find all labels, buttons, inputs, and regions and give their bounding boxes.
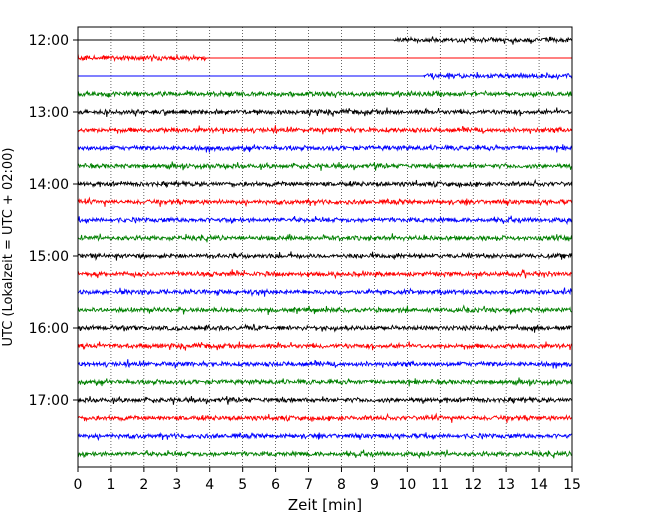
trace-1730 <box>77 431 573 442</box>
trace-signal <box>77 144 573 153</box>
trace-signal <box>77 196 573 208</box>
y-tick-label: 15:00 <box>29 249 69 265</box>
trace-signal <box>77 359 572 369</box>
x-tick-label: 8 <box>337 477 346 493</box>
trace-signal <box>77 377 573 387</box>
trace-1530 <box>77 287 573 298</box>
trace-signal <box>77 304 572 316</box>
x-tick-label: 7 <box>304 477 313 493</box>
trace-1400 <box>77 178 573 189</box>
trace-signal <box>77 89 573 98</box>
x-axis-label: Zeit [min] <box>288 496 362 514</box>
trace-1245 <box>77 89 573 98</box>
trace-signal <box>77 215 573 226</box>
y-axis: 12:00 13:00 14:00 15:00 16:00 17:00 <box>29 33 78 409</box>
plot-frame <box>77 26 573 468</box>
trace-1600 <box>77 323 573 333</box>
trace-1745 <box>77 449 573 460</box>
x-tick-label: 10 <box>398 477 416 493</box>
trace-1715 <box>77 412 573 423</box>
trace-1215 <box>77 53 572 63</box>
trace-signal <box>77 233 573 243</box>
trace-layer <box>77 35 573 460</box>
trace-1615 <box>77 341 573 351</box>
x-tick-label: 3 <box>172 477 181 493</box>
trace-signal <box>77 125 573 135</box>
trace-1630 <box>77 359 572 369</box>
y-tick-label: 17:00 <box>29 393 69 409</box>
y-tick-label: 14:00 <box>29 177 69 193</box>
x-tick-label: 5 <box>238 477 247 493</box>
x-tick-label: 9 <box>370 477 379 493</box>
trace-signal <box>77 323 573 333</box>
trace-1345 <box>77 161 573 171</box>
trace-signal <box>77 395 572 405</box>
trace-1415 <box>77 196 573 208</box>
y-axis-label: UTC (Lokalzeit = UTC + 02:00) <box>1 148 16 347</box>
y-tick-label: 13:00 <box>29 105 69 121</box>
trace-signal <box>423 71 572 81</box>
x-tick-label: 12 <box>464 477 482 493</box>
y-tick-label: 12:00 <box>29 33 69 49</box>
x-tick-label: 14 <box>530 477 548 493</box>
x-tick-label: 13 <box>497 477 515 493</box>
trace-signal <box>77 107 572 118</box>
trace-signal <box>77 412 573 423</box>
grid-layer <box>110 27 540 467</box>
trace-signal <box>77 287 573 298</box>
trace-1430 <box>77 215 573 226</box>
trace-1500 <box>77 251 573 261</box>
x-axis: 0 1 2 3 4 5 6 7 8 9 10 11 12 13 14 15 <box>74 467 581 493</box>
trace-signal <box>77 251 573 261</box>
x-tick-label: 6 <box>271 477 280 493</box>
x-tick-label: 4 <box>205 477 214 493</box>
trace-1230 <box>78 71 572 81</box>
trace-1315 <box>77 125 573 135</box>
trace-signal <box>77 268 573 280</box>
trace-1445 <box>77 233 573 243</box>
y-tick-label: 16:00 <box>29 321 69 337</box>
trace-signal <box>393 35 573 45</box>
x-tick-label: 15 <box>563 477 581 493</box>
trace-signal <box>77 341 573 351</box>
x-tick-label: 11 <box>431 477 449 493</box>
trace-1330 <box>77 144 573 153</box>
trace-signal <box>77 161 573 171</box>
trace-1545 <box>77 304 572 316</box>
trace-1700 <box>77 395 572 405</box>
trace-1200 <box>78 35 573 45</box>
trace-signal <box>77 178 573 189</box>
x-tick-label: 1 <box>106 477 115 493</box>
x-tick-label: 0 <box>74 477 83 493</box>
trace-signal <box>77 53 207 63</box>
x-tick-label: 2 <box>139 477 148 493</box>
trace-1645 <box>77 377 573 387</box>
trace-signal <box>77 449 573 460</box>
trace-signal <box>77 431 573 442</box>
trace-1515 <box>77 268 573 280</box>
trace-1300 <box>77 107 572 118</box>
